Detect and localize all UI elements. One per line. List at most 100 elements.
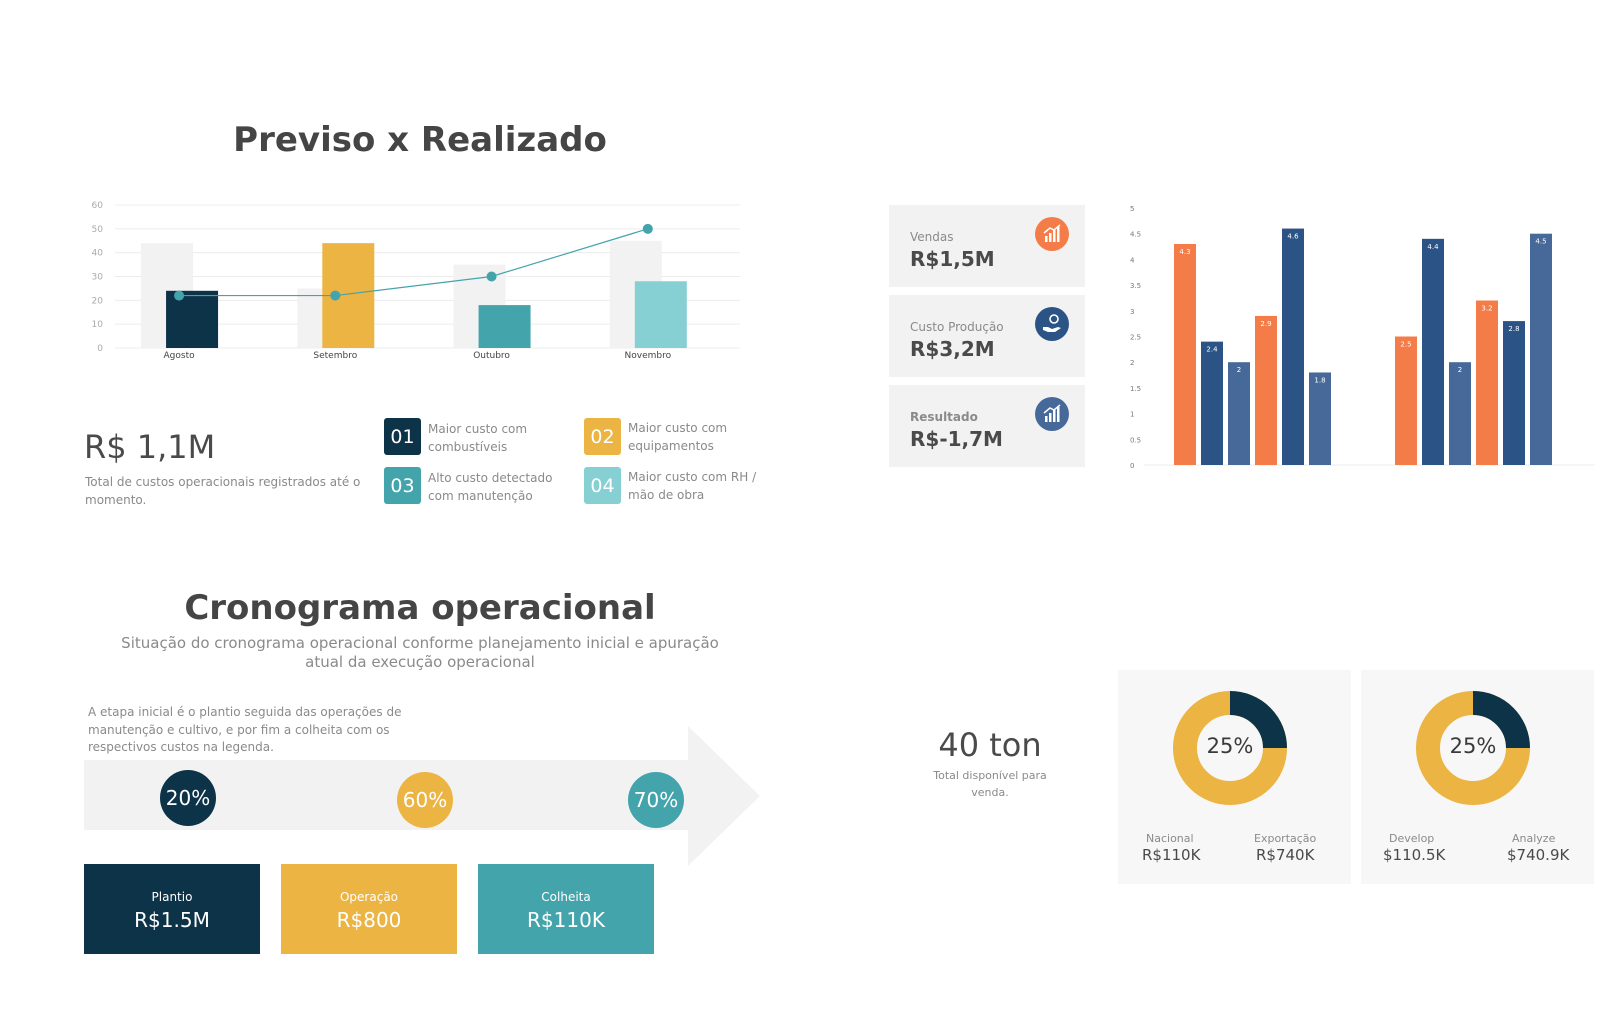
bar [1422, 238, 1444, 465]
kpi-value: R$1,5M [910, 247, 995, 271]
y-tick-label: 2 [1130, 359, 1134, 367]
stage-label: Colheita [541, 890, 591, 904]
trend-line [179, 228, 648, 297]
bar-value-label: 4.5 [1535, 238, 1546, 246]
x-tick-label: Agosto [164, 351, 196, 361]
bar [1395, 336, 1417, 465]
bar [1282, 228, 1304, 465]
bar-value-label: 4.3 [1179, 248, 1190, 256]
stock-description: Total disponível para venda. [933, 769, 1047, 799]
donut-chart [1416, 691, 1530, 805]
trend-point [330, 290, 341, 301]
bar [1530, 233, 1552, 465]
grouped-bar-chart: 0 0.5 1 1.5 2 2.5 3 3.5 4 4.5 5 4.3 2.4 2 2.9 4.6 1.8 2.5… [1130, 205, 1595, 470]
progress-circle-operacao: 60% [397, 772, 453, 828]
y-tick-label: 4.5 [1130, 231, 1141, 239]
legend-badge: 02 [584, 418, 621, 455]
y-tick-label: 30 [92, 273, 104, 283]
bar-value-label: 2.9 [1260, 320, 1271, 328]
schedule-description: A etapa inicial é o plantio seguida das … [88, 705, 402, 754]
donut-right-label: Analyze [1512, 832, 1556, 845]
legend-badge: 01 [384, 418, 421, 455]
legend-badge: 03 [384, 467, 421, 504]
donut-left-label: Nacional [1146, 832, 1194, 845]
legend-badge: 04 [584, 467, 621, 504]
stage-box-plantio: Plantio R$1.5M [84, 864, 260, 954]
y-tick-label: 10 [92, 320, 104, 330]
stage-value: R$110K [527, 908, 605, 932]
y-tick-label: 5 [1130, 205, 1134, 213]
bar-value-label: 1.8 [1314, 376, 1325, 384]
total-cost-value: R$ 1,1M [84, 428, 216, 466]
actual-bar [478, 305, 531, 348]
stage-label: Operação [339, 890, 399, 904]
donut-segment [1472, 691, 1530, 749]
bar-value-label: 4.4 [1427, 243, 1439, 251]
legend-item-02: 02 [584, 418, 621, 455]
legend-text: Alto custo detectado com manutenção [428, 471, 553, 503]
y-tick-label: 20 [92, 296, 104, 306]
actual-bar [166, 290, 219, 348]
trend-point [174, 290, 185, 301]
legend-item-04: 04 [584, 467, 621, 504]
x-tick-label: Novembro [625, 351, 672, 361]
bar-value-label: 2 [1237, 366, 1241, 374]
stage-value: R$1.5M [134, 908, 210, 932]
legend-text: Maior custo com RH / mão de obra [628, 470, 757, 502]
y-tick-label: 3.5 [1130, 282, 1141, 290]
bar [1201, 341, 1223, 465]
stage-value: R$800 [336, 908, 402, 932]
donut-right-value: $740.9K [1507, 846, 1570, 864]
y-tick-label: 0.5 [1130, 436, 1141, 444]
bar [1309, 372, 1331, 465]
y-tick-label: 50 [92, 225, 104, 235]
y-tick-label: 40 [92, 249, 104, 259]
total-cost-description: Total de custos operacionais registrados… [85, 475, 361, 507]
bar [1174, 243, 1196, 465]
progress-circle-plantio: 20% [160, 770, 216, 826]
legend-text: Maior custo com equipamentos [628, 421, 728, 453]
y-tick-label: 2.5 [1130, 334, 1141, 342]
y-tick-label: 3 [1130, 308, 1134, 316]
bar-value-label: 2.8 [1508, 325, 1519, 333]
donut-center-label: 25% [1449, 734, 1497, 758]
x-tick-label: Setembro [313, 351, 357, 361]
trend-point [642, 223, 653, 234]
bar [1228, 362, 1250, 465]
donut-left-value: $110.5K [1383, 846, 1446, 864]
growth-chart-icon [1035, 397, 1069, 431]
hand-coin-icon [1035, 307, 1069, 341]
donut-segment [1229, 691, 1287, 749]
kpi-label: Custo Produção [910, 320, 1004, 334]
bar [1449, 362, 1471, 465]
stage-box-operacao: Operação R$800 [281, 864, 457, 954]
donut-center-label: 25% [1206, 734, 1254, 758]
y-tick-label: 0 [1130, 462, 1134, 470]
y-tick-label: 0 [97, 344, 103, 354]
bar-value-label: 4.6 [1287, 233, 1299, 241]
donut-card-1: 25% Nacional R$110K Exportação R$740K [1118, 670, 1351, 884]
bar-value-label: 3.2 [1481, 305, 1492, 313]
schedule-subtitle: Situação do cronograma operacional confo… [121, 634, 719, 671]
y-tick-label: 1.5 [1130, 385, 1141, 393]
kpi-card-production-cost: Custo Produção R$3,2M [889, 295, 1085, 377]
donut-card-2: 25% Develop $110.5K Analyze $740.9K [1361, 670, 1594, 884]
stage-box-colheita: Colheita R$110K [478, 864, 654, 954]
stock-value: 40 ton [938, 726, 1042, 764]
kpi-label: Vendas [910, 230, 954, 244]
y-tick-label: 4 [1130, 256, 1135, 264]
donut-left-value: R$110K [1142, 846, 1201, 864]
kpi-label: Resultado [910, 410, 978, 424]
actual-bar [634, 281, 687, 348]
donut-right-label: Exportação [1254, 832, 1317, 845]
schedule-title: Cronograma operacional [184, 588, 656, 628]
bar-value-label: 2.5 [1400, 341, 1411, 349]
donut-right-value: R$740K [1256, 846, 1315, 864]
bar [1255, 315, 1277, 465]
kpi-card-result: Resultado R$-1,7M [889, 385, 1085, 467]
kpi-value: R$-1,7M [910, 427, 1003, 451]
stage-label: Plantio [151, 890, 193, 904]
bar-value-label: 2.4 [1206, 346, 1218, 354]
progress-circle-colheita: 70% [628, 772, 684, 828]
legend-item-01: 01 [384, 418, 421, 455]
